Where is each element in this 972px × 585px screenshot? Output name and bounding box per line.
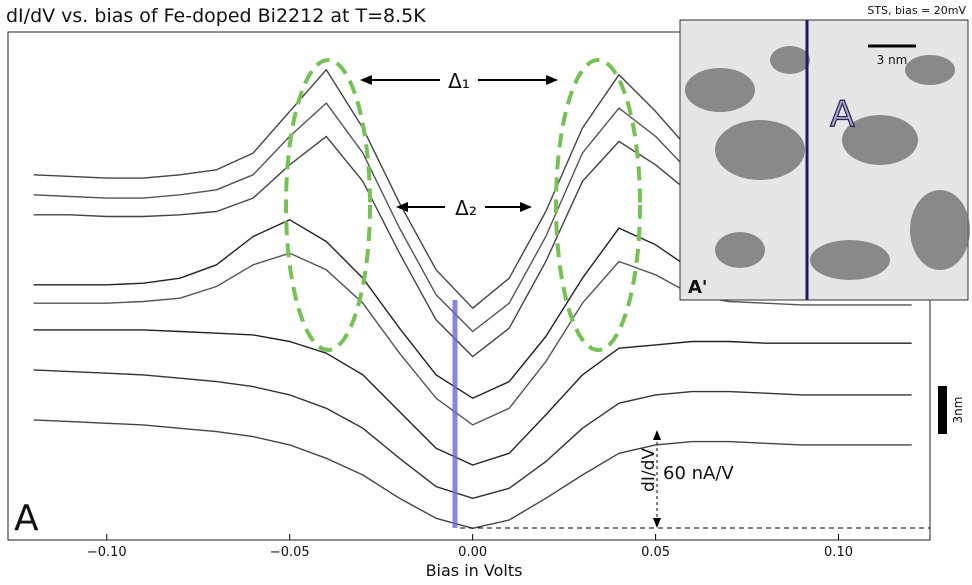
distance-bar [938,386,947,434]
inset-title: STS, bias = 20mV [867,4,966,17]
arrow-heads [360,75,558,212]
scale-arrow-head [653,518,661,528]
spectrum-line [33,252,912,426]
delta1-label: Δ₁ [448,69,470,93]
spectrum-line [33,329,912,466]
scale-value-label: 60 nA/V [663,463,734,484]
panel-label: A [14,498,39,539]
inset-scale-label: 3 nm [877,53,908,67]
x-tick-label: 0.10 [824,545,853,560]
inset-end-a-prime: A' [688,277,707,298]
x-axis-label: Bias in Volts [426,561,523,580]
chart-title: dI/dV vs. bias of Fe-doped Bi2212 at T=8… [6,5,426,27]
inset-end-a: A [830,94,855,135]
inset [679,19,970,301]
peak-ellipse-left [284,58,372,352]
distance-bar-label: 3nm [951,397,965,424]
peak-ellipse-right [554,58,642,352]
scale-arrow-head [653,430,661,440]
x-tick-label: 0.05 [641,545,670,560]
x-tick-label: −0.10 [87,545,127,560]
x-tick-label: 0.00 [458,545,487,560]
scale-axis-label: dI/dV [639,448,659,492]
spectrum-line [33,369,912,499]
arrows [362,79,556,208]
spectrum-line [33,419,912,529]
x-tick-label: −0.05 [270,545,310,560]
delta2-label: Δ₂ [455,196,477,220]
